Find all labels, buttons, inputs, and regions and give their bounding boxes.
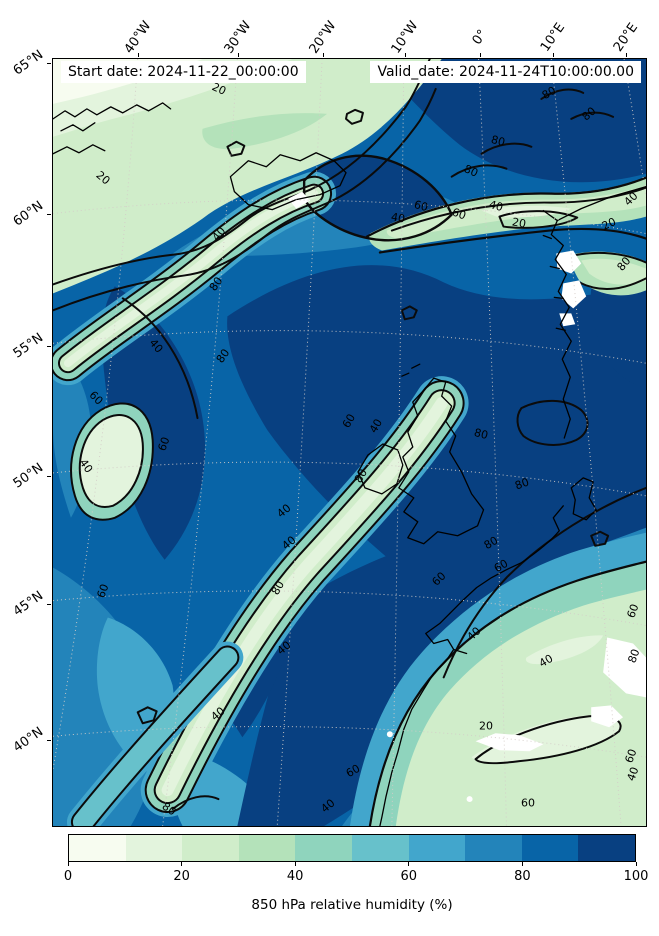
colorbar-tick-label: 20 [173, 869, 190, 884]
colorbar [68, 834, 636, 862]
lat-tick-label: 40°N [10, 724, 47, 756]
colorbar-tick-mark [67, 862, 69, 866]
colorbar-segment [351, 835, 409, 861]
colorbar-segment [69, 835, 126, 861]
lat-tick-mark [47, 214, 51, 215]
colorbar-segment [578, 835, 635, 861]
lon-tick-label: 40°W [121, 18, 155, 57]
lat-tick-mark [47, 604, 51, 605]
lat-tick-label: 45°N [10, 588, 47, 620]
colorbar-tick-mark [294, 862, 296, 866]
colorbar-label: 850 hPa relative humidity (%) [251, 897, 453, 913]
lon-tick-mark [323, 53, 324, 57]
colorbar-tick-mark [181, 862, 183, 866]
colorbar-tick-label: 60 [400, 869, 418, 884]
lon-tick-mark [480, 53, 481, 57]
colorbar-tick-label: 80 [514, 869, 531, 884]
colorbar-segment [125, 835, 183, 861]
colorbar-tick-label: 0 [63, 869, 73, 884]
colorbar-segment [465, 835, 522, 861]
lat-tick-label: 65°N [10, 47, 47, 79]
colorbar-ticks: 0 20 40 60 80 100 [64, 834, 648, 884]
lon-tick-mark [553, 53, 554, 57]
colorbar-segment [182, 835, 239, 861]
colorbar-tick-mark [408, 862, 410, 866]
lat-tick-mark [47, 346, 51, 347]
lon-tick-mark [626, 53, 627, 57]
lon-tick-label: 10°W [388, 18, 422, 57]
lon-tick-label: 0° [469, 27, 491, 48]
colorbar-tick-label: 40 [286, 869, 304, 884]
colorbar-segment [238, 835, 296, 861]
lat-tick-label: 50°N [10, 460, 47, 492]
lon-tick-label: 20°W [306, 18, 340, 57]
lon-tick-label: 20°E [610, 20, 642, 55]
map-axes: Start date: 2024-11-22_00:00:00 Valid_da… [11, 18, 647, 827]
lat-tick-mark [47, 740, 51, 741]
colorbar-segment [521, 835, 579, 861]
colorbar-tick-label: 100 [623, 869, 649, 884]
humidity-contour-map [53, 59, 646, 826]
colorbar-tick-mark [521, 862, 523, 866]
lon-tick-label: 30°W [221, 18, 255, 57]
lon-tick-mark [405, 53, 406, 57]
lon-tick-label: 10°E [537, 20, 569, 55]
lon-tick-mark [238, 53, 239, 57]
lat-tick-label: 55°N [10, 330, 47, 362]
lon-tick-mark [138, 53, 139, 57]
colorbar-segment [295, 835, 352, 861]
start-date-annotation: Start date: 2024-11-22_00:00:00 [61, 61, 306, 83]
lat-tick-mark [47, 63, 51, 64]
valid-date-annotation: Valid_date: 2024-11-24T10:00:00.00 [370, 61, 641, 83]
colorbar-tick-mark [635, 862, 637, 866]
lat-tick-label: 60°N [10, 198, 47, 230]
colorbar-segment [408, 835, 466, 861]
lat-tick-mark [47, 476, 51, 477]
